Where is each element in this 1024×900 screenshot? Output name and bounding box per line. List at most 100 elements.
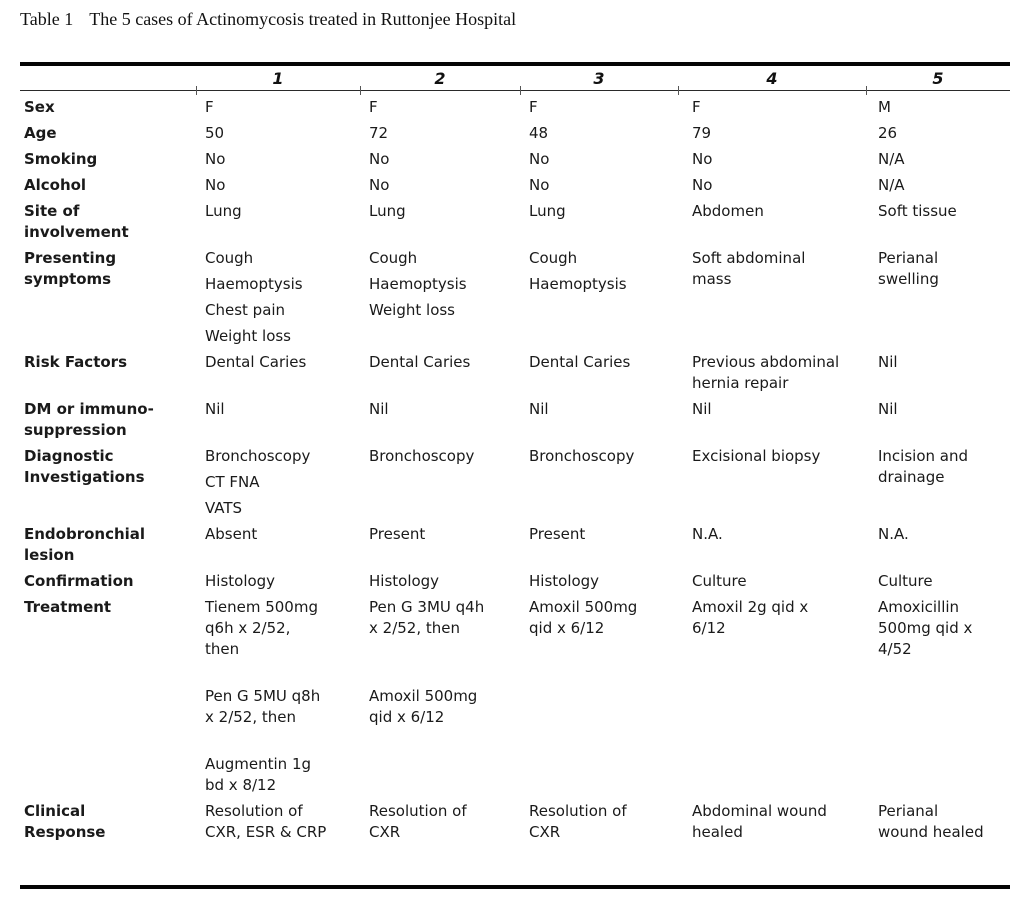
cell-paragraph: Nil [205,400,225,418]
cell-paragraph: 26 [878,124,898,142]
table-cell: Perianal swelling [866,248,1010,347]
cell-paragraph: Bronchoscopy [369,447,475,465]
table-cell: Cough Haemoptysis [520,248,678,347]
table-cell: Perianal wound healed [866,801,1010,843]
table-cell: No [520,175,678,196]
row-label: Confirmation [20,571,196,592]
row-label: Alcohol [20,175,196,196]
table-caption: Table 1 The 5 cases of Actinomycosis trea… [0,0,1024,53]
table-cell: No [196,175,360,196]
cases-table: 1 2 3 4 5 Sex F F F F M Age 50 72 48 79 26 Smoking No No No… [20,62,1010,889]
cell-paragraph: N/A [878,150,905,168]
cell-paragraph: N.A. [692,525,723,543]
table-cell: Amoxil 2g qid x 6/12 [678,597,866,796]
cell-paragraph: Resolution of CXR [529,802,627,841]
cell-paragraph: Abdomen [692,202,764,220]
row-label: DM or immuno- suppression [20,399,196,441]
cell-paragraph: Dental Caries [369,353,471,371]
table-cell: Bronchoscopy CT FNA VATS [196,446,360,519]
table-cell: M [866,97,1010,118]
cell-paragraph: Excisional biopsy [692,447,821,465]
cell-paragraph: Cough [529,249,578,267]
table-cell: 50 [196,123,360,144]
cell-paragraph: Dental Caries [529,353,631,371]
table-cell: Resolution of CXR [520,801,678,843]
cell-paragraph: N.A. [878,525,909,543]
column-tick [866,86,867,95]
cell-spacer [205,733,360,749]
row-label-text: Presenting symptoms [24,249,117,288]
table-cell: Dental Caries [196,352,360,394]
table-cell: Bronchoscopy [360,446,520,519]
cell-paragraph: Resolution of CXR [369,802,467,841]
table-cell: Amoxicillin 500mg qid x 4/52 [866,597,1010,796]
table-row: DM or immuno- suppression Nil Nil Nil Nil Nil [20,399,1010,446]
table-row: Clinical Response Resolution of CXR, ESR … [20,801,1010,848]
cell-paragraph: Lung [369,202,406,220]
cell-spacer [369,665,520,681]
table-top-rule [20,62,1010,66]
table-cell: Nil [866,399,1010,441]
cell-paragraph: 79 [692,124,712,142]
cell-paragraph: No [692,176,713,194]
cell-paragraph: No [369,176,390,194]
cell-paragraph: Haemoptysis [369,275,467,293]
column-header-2: 2 [434,68,446,88]
table-cell: Present [360,524,520,566]
cell-paragraph: Bronchoscopy [205,447,311,465]
cell-paragraph: F [529,98,538,116]
table-cell: Resolution of CXR, ESR & CRP [196,801,360,843]
cell-paragraph: Amoxicillin 500mg qid x 4/52 [878,598,973,658]
row-label: Diagnostic Investigations [20,446,196,519]
table-cell: Histology [196,571,360,592]
cell-paragraph: Weight loss [369,301,456,319]
row-label-text: Endobronchial lesion [24,525,146,564]
cell-spacer [205,665,360,681]
cell-paragraph: Bronchoscopy [529,447,635,465]
table-cell: F [678,97,866,118]
row-label: Risk Factors [20,352,196,394]
table-cell: Nil [520,399,678,441]
row-label-text: Sex [24,98,55,116]
row-label: Presenting symptoms [20,248,196,347]
column-header-4: 4 [766,68,778,88]
cell-paragraph: M [878,98,891,116]
table-cell: No [360,175,520,196]
table-cell: Pen G 3MU q4h x 2/52, then Amoxil 500mg q… [360,597,520,796]
table-cell: Previous abdominal hernia repair [678,352,866,394]
cell-paragraph: Culture [692,572,747,590]
table-cell: Lung [520,201,678,243]
cell-paragraph: Incision and drainage [878,447,968,486]
cell-paragraph: No [529,150,550,168]
table-cell: Histology [520,571,678,592]
table-header-row: 1 2 3 4 5 [20,66,1010,90]
column-header-1: 1 [272,68,284,88]
table-cell: Soft tissue [866,201,1010,243]
table-row: Site of involvement Lung Lung Lung Abdomen So… [20,201,1010,248]
column-tick [520,86,521,95]
cell-paragraph: No [529,176,550,194]
table-cell: 26 [866,123,1010,144]
cell-paragraph: F [369,98,378,116]
row-label: Clinical Response [20,801,196,843]
table-cell: No [520,149,678,170]
table-cell: Present [520,524,678,566]
table-row: Treatment Tienem 500mg q6h x 2/52, then Pe… [20,597,1010,801]
table-row: Sex F F F F M [20,97,1010,123]
cell-paragraph: Histology [529,572,600,590]
table-cell: Nil [678,399,866,441]
cell-paragraph: No [692,150,713,168]
cell-paragraph: Lung [205,202,242,220]
table-cell: Culture [678,571,866,592]
table-cell: 72 [360,123,520,144]
row-label-text: Alcohol [24,176,87,194]
cell-paragraph: VATS [205,499,243,517]
cell-paragraph: Weight loss [205,327,292,345]
cell-paragraph: 72 [369,124,389,142]
cell-paragraph: Nil [369,400,389,418]
row-label-text: Treatment [24,598,112,616]
cell-paragraph: Present [369,525,426,543]
table-cell: Abdomen [678,201,866,243]
cell-spacer [369,644,520,660]
